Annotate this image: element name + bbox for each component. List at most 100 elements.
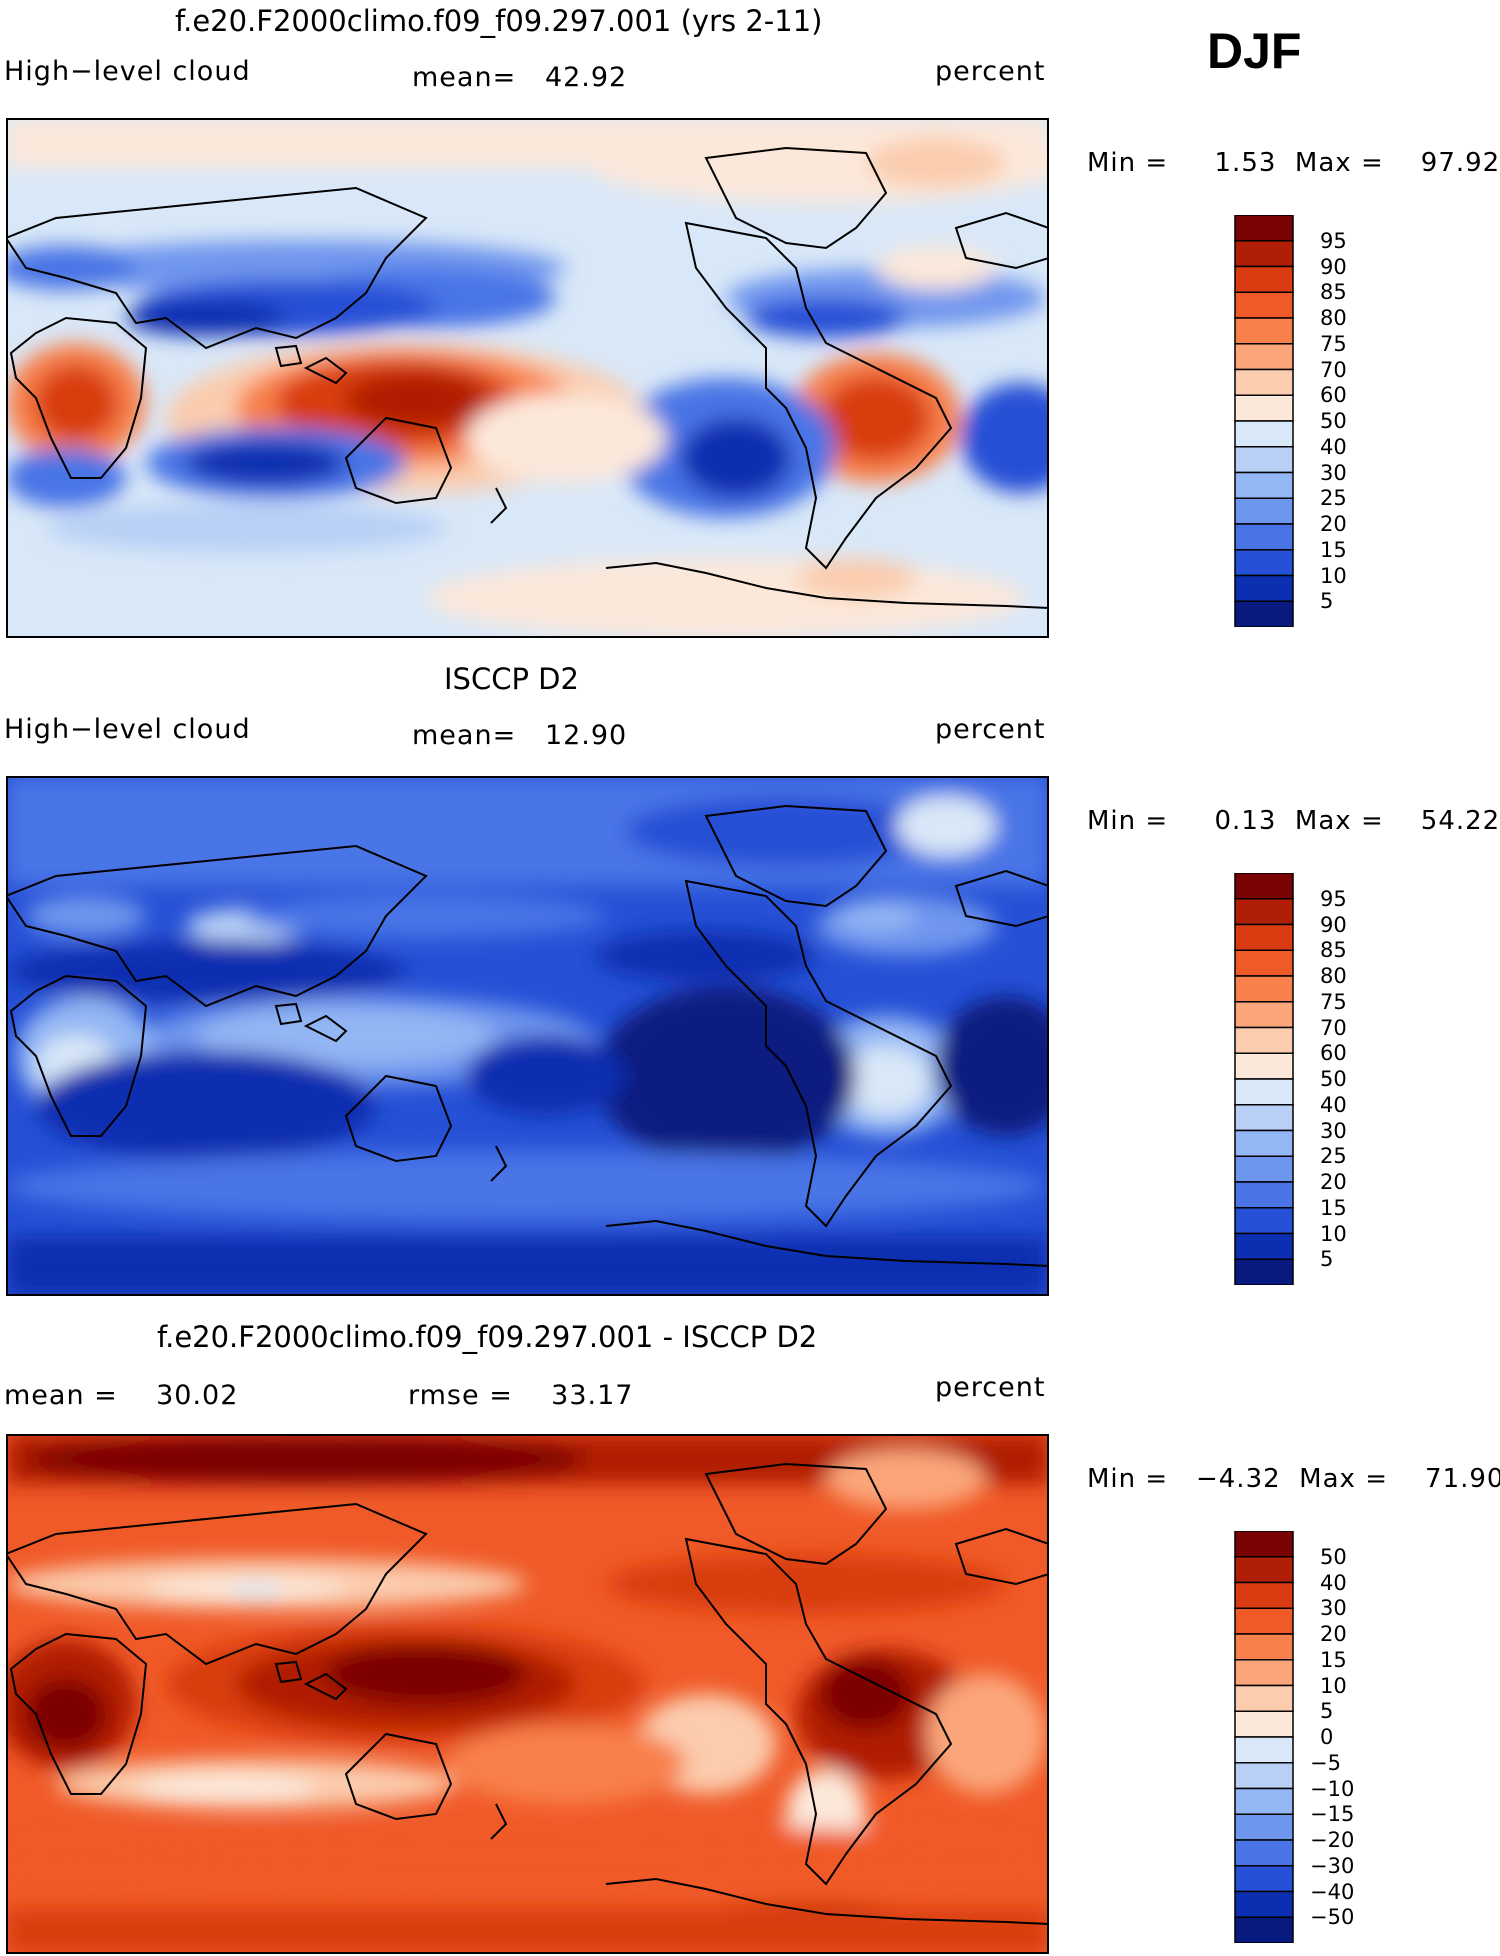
colorbar-tick-label: 5 bbox=[1320, 589, 1334, 614]
panel-1-title: f.e20.F2000climo.f09_f09.297.001 (yrs 2-… bbox=[175, 4, 823, 38]
colorbar-tick-label: 30 bbox=[1320, 460, 1347, 485]
colorbar-swatch bbox=[1234, 1710, 1294, 1738]
panel-2-variable-label: High−level cloud bbox=[4, 714, 251, 745]
colorbar-tick-label: 95 bbox=[1320, 228, 1347, 253]
colorbar-tick-label: 20 bbox=[1320, 1622, 1347, 1646]
colorbar-tick-label: −10 bbox=[1310, 1776, 1355, 1801]
panel-2-map bbox=[6, 776, 1049, 1296]
colorbar-swatch bbox=[1234, 1078, 1294, 1106]
colorbar-swatch bbox=[1234, 1787, 1294, 1815]
colorbar-swatch bbox=[1234, 1181, 1294, 1209]
colorbar-tick-label: 50 bbox=[1320, 1544, 1347, 1569]
colorbar-tick-label: 50 bbox=[1320, 409, 1347, 433]
colorbar-tick-label: 60 bbox=[1320, 383, 1347, 408]
colorbar-swatch bbox=[1234, 1762, 1294, 1790]
colorbar-swatch bbox=[1234, 1916, 1294, 1944]
colorbar-swatch bbox=[1234, 1104, 1294, 1132]
colorbar-swatch bbox=[1234, 1026, 1294, 1054]
colorbar-tick-label: 70 bbox=[1320, 1015, 1347, 1040]
colorbar-swatch bbox=[1234, 265, 1294, 293]
panel-1-variable-label: High−level cloud bbox=[4, 56, 251, 87]
colorbar-tick-label: 15 bbox=[1320, 537, 1347, 562]
colorbar-tick-label: 10 bbox=[1320, 563, 1347, 588]
colorbar-swatch bbox=[1234, 1684, 1294, 1712]
colorbar-swatch bbox=[1234, 1865, 1294, 1893]
panel-2-minmax: Min = 0.13 Max = 54.22 bbox=[1087, 806, 1500, 836]
colorbar-swatch bbox=[1234, 923, 1294, 951]
colorbar-swatch bbox=[1234, 898, 1294, 926]
colorbar-swatch bbox=[1234, 420, 1294, 448]
colorbar-swatch bbox=[1234, 1258, 1294, 1286]
panel-2-units-label: percent bbox=[935, 714, 1046, 745]
colorbar-tick-label: −50 bbox=[1310, 1905, 1355, 1930]
panel-1-units-label: percent bbox=[935, 56, 1046, 87]
colorbar-tick-label: 20 bbox=[1320, 512, 1347, 536]
colorbar-tick-label: 40 bbox=[1320, 1570, 1347, 1595]
panel-3-mean-label: mean = 30.02 bbox=[4, 1380, 239, 1411]
panel-1-colorbar-labels: 95 90 85 80 75 70 60 50 40 30 25 20 15 10 5 bbox=[1310, 215, 1390, 627]
colorbar-swatch bbox=[1234, 497, 1294, 525]
colorbar-tick-label: 40 bbox=[1320, 434, 1347, 459]
colorbar-tick-label: 25 bbox=[1320, 1144, 1347, 1169]
colorbar-tick-label: 70 bbox=[1320, 357, 1347, 382]
panel-1-colorbar bbox=[1234, 214, 1294, 628]
panel-3-units-label: percent bbox=[935, 1372, 1046, 1403]
colorbar-tick-label: −5 bbox=[1310, 1750, 1341, 1775]
colorbar-tick-label: 80 bbox=[1320, 306, 1347, 330]
colorbar-tick-label: 90 bbox=[1320, 912, 1347, 937]
colorbar-tick-label: 30 bbox=[1320, 1118, 1347, 1143]
colorbar-swatch bbox=[1234, 446, 1294, 474]
colorbar-tick-label: 75 bbox=[1320, 989, 1347, 1014]
colorbar-swatch bbox=[1234, 1052, 1294, 1080]
panel-2-colorbar bbox=[1234, 872, 1294, 1286]
panel-3-colorbar-swatches bbox=[1234, 1530, 1294, 1944]
colorbar-swatch bbox=[1234, 1556, 1294, 1584]
colorbar-swatch bbox=[1234, 1581, 1294, 1609]
colorbar-tick-label: 5 bbox=[1320, 1247, 1334, 1272]
colorbar-tick-label: 15 bbox=[1320, 1195, 1347, 1220]
colorbar-swatch bbox=[1234, 214, 1294, 242]
panel-2-mean-label: mean= 12.90 bbox=[412, 720, 628, 751]
colorbar-tick-label: 95 bbox=[1320, 886, 1347, 911]
colorbar-tick-label: −15 bbox=[1310, 1802, 1355, 1827]
panel-1-mean-label: mean= 42.92 bbox=[412, 62, 628, 93]
colorbar-swatch bbox=[1234, 317, 1294, 345]
colorbar-swatch bbox=[1234, 1813, 1294, 1841]
season-label: DJF bbox=[1207, 23, 1302, 79]
colorbar-swatch bbox=[1234, 1232, 1294, 1260]
panel-1-map bbox=[6, 118, 1049, 638]
colorbar-swatch bbox=[1234, 1129, 1294, 1157]
colorbar-tick-label: 75 bbox=[1320, 331, 1347, 356]
panel-2-colorbar-labels: 95 90 85 80 75 70 60 50 40 30 25 20 15 10 5 bbox=[1310, 873, 1390, 1285]
panel-2-colorbar-swatches bbox=[1234, 872, 1294, 1286]
panel-3-colorbar bbox=[1234, 1530, 1294, 1944]
panel-3-colorbar-labels: 50 40 30 20 15 10 5 0 −5 −10 −15 −20 −30 −40 −50 bbox=[1310, 1531, 1390, 1943]
colorbar-tick-label: 40 bbox=[1320, 1092, 1347, 1117]
colorbar-swatch bbox=[1234, 240, 1294, 268]
panel-1-colorbar-swatches bbox=[1234, 214, 1294, 628]
colorbar-swatch bbox=[1234, 343, 1294, 371]
colorbar-swatch bbox=[1234, 1633, 1294, 1661]
colorbar-swatch bbox=[1234, 1607, 1294, 1635]
colorbar-swatch bbox=[1234, 600, 1294, 628]
colorbar-tick-label: 20 bbox=[1320, 1170, 1347, 1194]
colorbar-tick-label: 10 bbox=[1320, 1673, 1347, 1698]
colorbar-tick-label: 25 bbox=[1320, 486, 1347, 511]
colorbar-swatch bbox=[1234, 1659, 1294, 1687]
colorbar-tick-label: 85 bbox=[1320, 938, 1347, 963]
colorbar-tick-label: 60 bbox=[1320, 1041, 1347, 1066]
colorbar-tick-label: 90 bbox=[1320, 254, 1347, 279]
panel-3-rmse-label: rmse = 33.17 bbox=[408, 1380, 634, 1411]
panel-3-title: f.e20.F2000climo.f09_f09.297.001 - ISCCP… bbox=[157, 1320, 818, 1354]
colorbar-swatch bbox=[1234, 549, 1294, 577]
colorbar-tick-label: −20 bbox=[1310, 1828, 1355, 1852]
colorbar-swatch bbox=[1234, 1839, 1294, 1867]
colorbar-swatch bbox=[1234, 1155, 1294, 1183]
colorbar-swatch bbox=[1234, 1001, 1294, 1029]
colorbar-tick-label: −30 bbox=[1310, 1853, 1355, 1878]
colorbar-swatch bbox=[1234, 471, 1294, 499]
colorbar-swatch bbox=[1234, 1207, 1294, 1235]
colorbar-swatch bbox=[1234, 1530, 1294, 1558]
colorbar-swatch bbox=[1234, 975, 1294, 1003]
panel-3-minmax: Min = −4.32 Max = 71.90 bbox=[1087, 1464, 1500, 1494]
